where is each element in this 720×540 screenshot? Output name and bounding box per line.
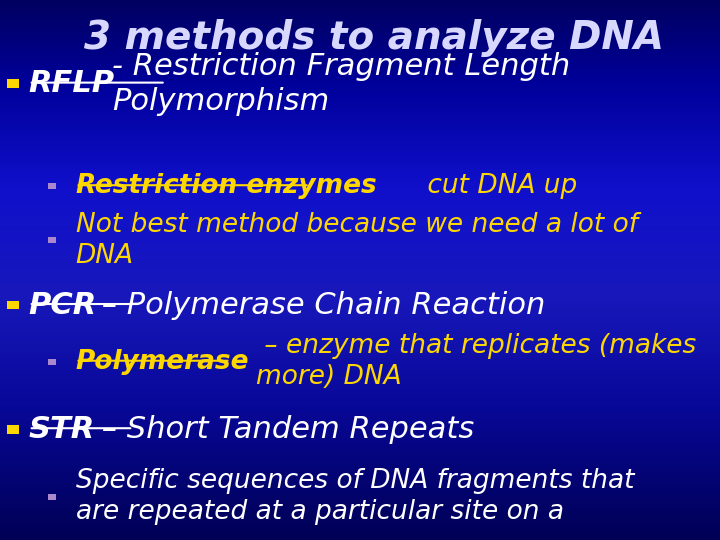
Text: cut DNA up: cut DNA up	[418, 173, 577, 199]
Text: - Restriction Fragment Length
Polymorphism: - Restriction Fragment Length Polymorphi…	[112, 52, 571, 116]
Text: – enzyme that replicates (makes
more) DNA: – enzyme that replicates (makes more) DN…	[256, 333, 696, 390]
Text: Not best method because we need a lot of
DNA: Not best method because we need a lot of…	[76, 212, 638, 269]
Bar	[48, 359, 55, 365]
Text: Restriction enzymes: Restriction enzymes	[76, 173, 377, 199]
Text: 3 methods to analyze DNA: 3 methods to analyze DNA	[84, 19, 665, 57]
Text: – Short Tandem Repeats: – Short Tandem Repeats	[91, 415, 474, 444]
Bar	[7, 425, 19, 434]
Bar	[48, 237, 55, 243]
Text: STR: STR	[29, 415, 95, 444]
Text: RFLP: RFLP	[29, 69, 115, 98]
Bar	[48, 494, 55, 500]
Text: PCR: PCR	[29, 291, 97, 320]
Text: – Polymerase Chain Reaction: – Polymerase Chain Reaction	[91, 291, 545, 320]
Text: Polymerase: Polymerase	[76, 349, 249, 375]
Bar	[7, 79, 19, 88]
Bar	[7, 301, 19, 309]
Text: Specific sequences of DNA fragments that
are repeated at a particular site on a: Specific sequences of DNA fragments that…	[76, 468, 634, 525]
Bar	[48, 183, 55, 189]
